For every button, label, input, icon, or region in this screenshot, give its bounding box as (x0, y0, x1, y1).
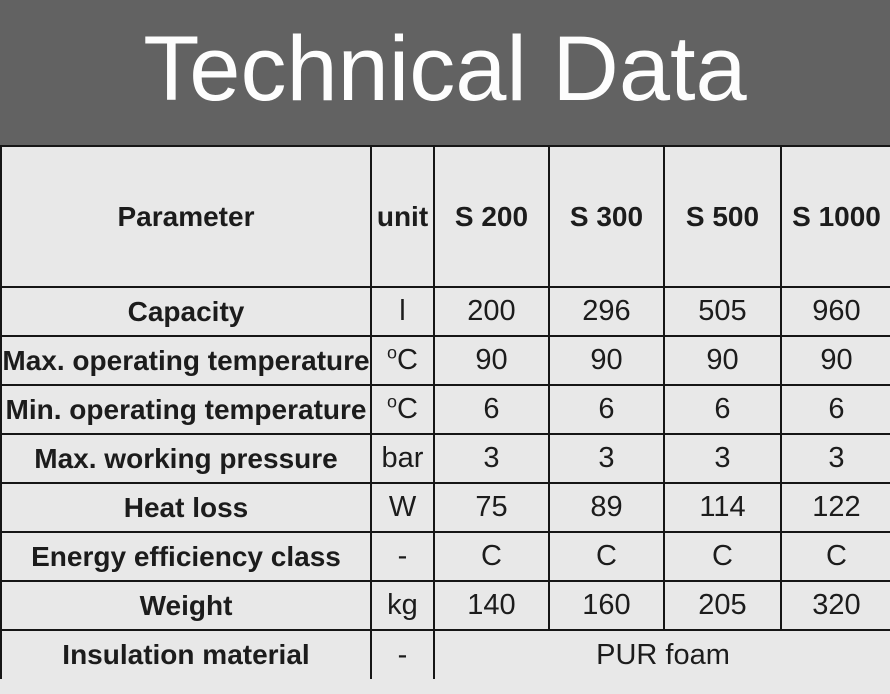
value-cell: 3 (548, 433, 665, 484)
table-row: Max. operating temperature oC 90 90 90 90 (0, 335, 890, 386)
degree-superscript: o (387, 391, 398, 412)
page-title: Technical Data (143, 17, 747, 120)
column-header-model-s200: S 200 (433, 145, 550, 288)
table-row: Min. operating temperature oC 6 6 6 6 (0, 384, 890, 435)
table-row: Max. working pressure bar 3 3 3 3 (0, 433, 890, 484)
value-cell: 3 (663, 433, 782, 484)
parameter-cell: Max. operating temperature (0, 335, 372, 386)
unit-cell: oC (370, 384, 435, 435)
parameter-cell: Insulation material (0, 629, 372, 679)
unit-cell: l (370, 286, 435, 337)
parameter-cell: Min. operating temperature (0, 384, 372, 435)
technical-data-table: Parameter unit S 200 S 300 S 500 S 1000 … (0, 145, 890, 679)
merged-value-cell: PUR foam (433, 629, 890, 679)
table-row: Insulation material - PUR foam (0, 629, 890, 679)
table-body: Capacity l 200 296 505 960 Max. operating temp… (0, 286, 890, 679)
value-cell: 6 (548, 384, 665, 435)
unit-cell: kg (370, 580, 435, 631)
value-cell: 90 (548, 335, 665, 386)
value-cell: 75 (433, 482, 550, 533)
unit-cell: bar (370, 433, 435, 484)
parameter-cell: Heat loss (0, 482, 372, 533)
table-row: Heat loss W 75 89 114 122 (0, 482, 890, 533)
value-cell: C (433, 531, 550, 582)
value-cell: 160 (548, 580, 665, 631)
unit-cell: - (370, 629, 435, 679)
unit-cell: oC (370, 335, 435, 386)
table-row: Energy efficiency class - C C C C (0, 531, 890, 582)
value-cell: 320 (780, 580, 890, 631)
value-cell: 114 (663, 482, 782, 533)
column-header-model-s1000: S 1000 (780, 145, 890, 288)
value-cell: C (548, 531, 665, 582)
value-cell: 505 (663, 286, 782, 337)
value-cell: 960 (780, 286, 890, 337)
table-row: Weight kg 140 160 205 320 (0, 580, 890, 631)
unit-cell: - (370, 531, 435, 582)
column-header-unit: unit (370, 145, 435, 288)
column-header-parameter: Parameter (0, 145, 372, 288)
value-cell: 140 (433, 580, 550, 631)
value-cell: 90 (780, 335, 890, 386)
value-cell: 6 (433, 384, 550, 435)
parameter-cell: Weight (0, 580, 372, 631)
value-cell: 6 (780, 384, 890, 435)
parameter-cell: Capacity (0, 286, 372, 337)
value-cell: 200 (433, 286, 550, 337)
column-header-model-s500: S 500 (663, 145, 782, 288)
value-cell: 89 (548, 482, 665, 533)
value-cell: 90 (433, 335, 550, 386)
title-banner: Technical Data (0, 0, 890, 145)
value-cell: 3 (433, 433, 550, 484)
value-cell: 90 (663, 335, 782, 386)
value-cell: 3 (780, 433, 890, 484)
table-row: Capacity l 200 296 505 960 (0, 286, 890, 337)
value-cell: 6 (663, 384, 782, 435)
unit-cell: W (370, 482, 435, 533)
parameter-cell: Max. working pressure (0, 433, 372, 484)
value-cell: 122 (780, 482, 890, 533)
value-cell: C (780, 531, 890, 582)
value-cell: 296 (548, 286, 665, 337)
table-header-row: Parameter unit S 200 S 300 S 500 S 1000 (0, 145, 890, 288)
value-cell: 205 (663, 580, 782, 631)
value-cell: C (663, 531, 782, 582)
column-header-model-s300: S 300 (548, 145, 665, 288)
degree-superscript: o (387, 342, 398, 363)
parameter-cell: Energy efficiency class (0, 531, 372, 582)
